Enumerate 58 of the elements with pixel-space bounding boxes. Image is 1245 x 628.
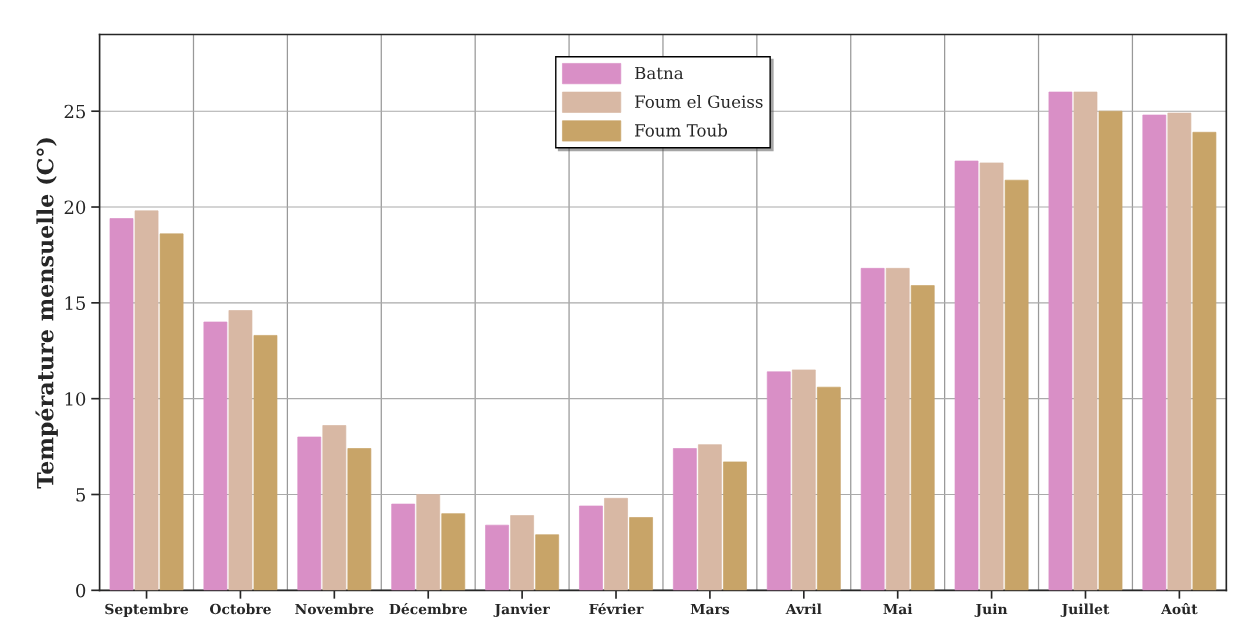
bar — [347, 448, 372, 591]
bar — [297, 436, 322, 591]
bar — [203, 321, 228, 591]
bar — [1142, 114, 1167, 591]
bar — [1098, 110, 1123, 591]
y-tick-label: 5 — [76, 488, 86, 502]
y-tick-label: 0 — [76, 583, 86, 598]
bar — [885, 268, 910, 591]
bar — [629, 517, 653, 591]
bar — [322, 425, 347, 591]
x-tick-label: Décembre — [389, 602, 467, 615]
bar — [253, 335, 278, 591]
bar — [698, 444, 722, 591]
bar — [1004, 179, 1029, 591]
y-tick-label: 15 — [65, 296, 86, 310]
bar — [1192, 131, 1217, 591]
legend-label: Foum el Gueiss — [635, 95, 763, 108]
bar — [910, 285, 935, 591]
x-tick-label: Janvier — [493, 603, 550, 617]
bar — [979, 162, 1004, 591]
bar — [673, 448, 697, 591]
bar — [791, 369, 816, 591]
x-tick-label: Juillet — [1060, 603, 1110, 617]
bar — [604, 497, 628, 591]
x-tick-label: Avril — [785, 603, 822, 615]
y-axis-title: Température mensuelle (C°) — [35, 138, 58, 489]
y-tick-label: 25 — [64, 104, 86, 119]
bar — [723, 461, 747, 591]
bar — [766, 371, 791, 591]
x-tick-label: Juin — [974, 603, 1008, 617]
y-tick-label: 20 — [64, 200, 86, 215]
bar — [579, 505, 603, 591]
x-tick-label: Mars — [690, 603, 730, 615]
bar — [860, 268, 885, 591]
x-tick-label: Août — [1160, 602, 1198, 615]
legend-label: Foum Toub — [635, 123, 728, 137]
bar — [485, 524, 509, 591]
bar — [416, 494, 441, 591]
bar — [109, 218, 134, 591]
bar — [159, 233, 184, 591]
bar — [1167, 112, 1192, 591]
bar — [228, 310, 253, 591]
bar — [816, 386, 841, 591]
x-tick-label: Mai — [883, 603, 913, 615]
bar — [954, 160, 979, 591]
x-tick-label: Octobre — [209, 603, 271, 615]
bar — [1073, 91, 1098, 591]
y-tick-label: 10 — [65, 392, 86, 406]
bar — [510, 515, 534, 591]
x-tick-label: Février — [589, 602, 644, 615]
bar — [391, 503, 416, 591]
bar — [134, 210, 159, 591]
bar — [1048, 91, 1073, 591]
bar — [535, 534, 560, 591]
x-tick-label: Septembre — [105, 603, 189, 617]
legend-label: Batna — [635, 66, 684, 80]
bar — [441, 513, 466, 591]
x-tick-label: Novembre — [295, 603, 374, 615]
